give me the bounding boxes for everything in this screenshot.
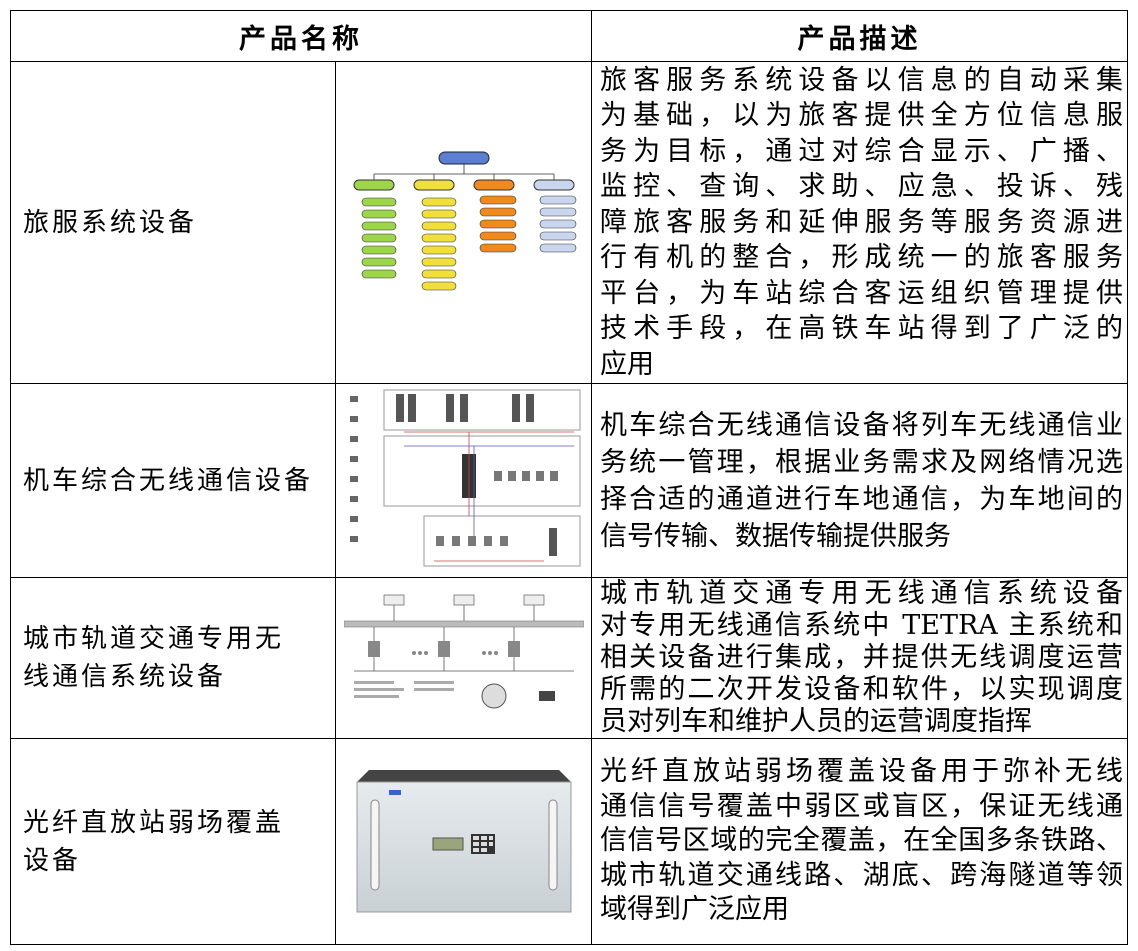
description-line: 所需的二次开发设备和软件，以实现调度 bbox=[600, 674, 1123, 705]
name-cell: 机车综合无线通信设备 bbox=[10, 383, 336, 578]
name-cell: 旅服系统设备 bbox=[10, 61, 336, 384]
product-table: 产品名称 产品描述 旅服系统设备 旅客服务系统设备以信息的自动采集 为基础，以为旅… bbox=[10, 10, 1128, 945]
name-cell: 光纤直放站弱场覆盖 设备 bbox=[10, 738, 336, 945]
description-cell: 光纤直放站弱场覆盖设备用于弥补无线 通信信号覆盖中弱区或盲区，保证无线通 信信号区域… bbox=[591, 738, 1128, 945]
rail-network-image bbox=[343, 594, 584, 709]
description-line: 通信信号覆盖中弱区或盲区，保证无线通 bbox=[600, 790, 1123, 822]
image-cell bbox=[335, 577, 592, 739]
description-line: 员对列车和维护人员的运营调度指挥 bbox=[600, 706, 1032, 737]
description-line: 择合适的通道进行车地通信，为车地间的 bbox=[600, 483, 1123, 515]
description-line: 机车综合无线通信设备将列车无线通信业 bbox=[600, 409, 1123, 441]
product-name: 光纤直放站弱场覆盖 bbox=[23, 807, 285, 838]
header-cell: 产品名称 bbox=[10, 10, 592, 62]
table-row: 旅服系统设备 旅客服务系统设备以信息的自动采集 为基础，以为旅客提供全方位信息服务… bbox=[10, 61, 1128, 384]
description-line: 对专用无线通信系统中 TETRA 主系统和 bbox=[600, 610, 1123, 641]
product-name: 旅服系统设备 bbox=[23, 207, 198, 238]
product-name: 线通信系统设备 bbox=[23, 662, 227, 692]
description-line: 光纤直放站弱场覆盖设备用于弥补无线 bbox=[600, 756, 1123, 788]
description-line: 城市轨道交通专用无线通信系统设备 bbox=[600, 578, 1123, 609]
description-line: 相关设备进行集成，并提供无线调度运营 bbox=[600, 642, 1123, 673]
header-cell: 产品描述 bbox=[591, 10, 1128, 62]
header-row: 产品名称 产品描述 bbox=[10, 10, 1128, 62]
description-line: 技术手段，在高铁车站得到了广泛的 bbox=[600, 313, 1123, 345]
table-body: 旅服系统设备 旅客服务系统设备以信息的自动采集 为基础，以为旅客提供全方位信息服务… bbox=[10, 61, 1128, 945]
description-cell: 机车综合无线通信设备将列车无线通信业 务统一管理，根据业务需求及网络情况选 择合适的… bbox=[591, 383, 1128, 578]
image-cell bbox=[335, 383, 592, 578]
description-line: 信信号区域的完全覆盖，在全国多条铁路、 bbox=[600, 825, 1123, 857]
description-line: 务统一管理，根据业务需求及网络情况选 bbox=[600, 446, 1123, 478]
product-name: 设备 bbox=[23, 845, 82, 876]
image-cell bbox=[335, 61, 592, 384]
description-line: 旅客服务系统设备以信息的自动采集 bbox=[600, 64, 1123, 96]
table-row: 机车综合无线通信设备 机车综合无线通信设备将列车无线通信业 务统一管理，根据业务需… bbox=[10, 383, 1128, 578]
org-chart-image bbox=[353, 151, 576, 290]
network-diagram-image bbox=[349, 389, 580, 567]
description-cell: 旅客服务系统设备以信息的自动采集 为基础，以为旅客提供全方位信息服 务为目标，通过对… bbox=[591, 61, 1128, 384]
description-line: 域得到广泛应用 bbox=[600, 894, 789, 926]
image-cell bbox=[335, 738, 592, 945]
name-cell: 城市轨道交通专用无 线通信系统设备 bbox=[10, 577, 336, 739]
product-name: 城市轨道交通专用无 bbox=[23, 624, 285, 654]
description-line: 障旅客服务和延伸服务等服务资源进 bbox=[600, 206, 1123, 238]
description-line: 平台，为车站综合客运组织管理提供 bbox=[600, 277, 1123, 309]
description-line: 城市轨道交通线路、湖底、跨海隧道等领 bbox=[600, 859, 1123, 891]
table-row: 城市轨道交通专用无 线通信系统设备 城市轨道交通专用无线通信系统设备 对专用无线通信… bbox=[10, 577, 1128, 739]
table-row: 光纤直放站弱场覆盖 设备 光纤直放站弱场覆盖设备用于弥补无线 通信信号覆盖中弱区或盲… bbox=[10, 738, 1128, 945]
description-line: 应用 bbox=[600, 348, 654, 380]
repeater-device-image bbox=[356, 769, 571, 912]
description-line: 监控、查询、求助、应急、投诉、残 bbox=[600, 171, 1123, 203]
description-line: 行有机的整合，形成统一的旅客服务 bbox=[600, 242, 1123, 274]
description-line: 务为目标，通过对综合显示、广播、 bbox=[600, 135, 1123, 167]
product-name: 机车综合无线通信设备 bbox=[23, 465, 314, 496]
description-line: 为基础，以为旅客提供全方位信息服 bbox=[600, 100, 1123, 132]
description-line: 信号传输、数据传输提供服务 bbox=[600, 520, 951, 552]
description-cell: 城市轨道交通专用无线通信系统设备 对专用无线通信系统中 TETRA 主系统和 相关设… bbox=[591, 577, 1128, 739]
